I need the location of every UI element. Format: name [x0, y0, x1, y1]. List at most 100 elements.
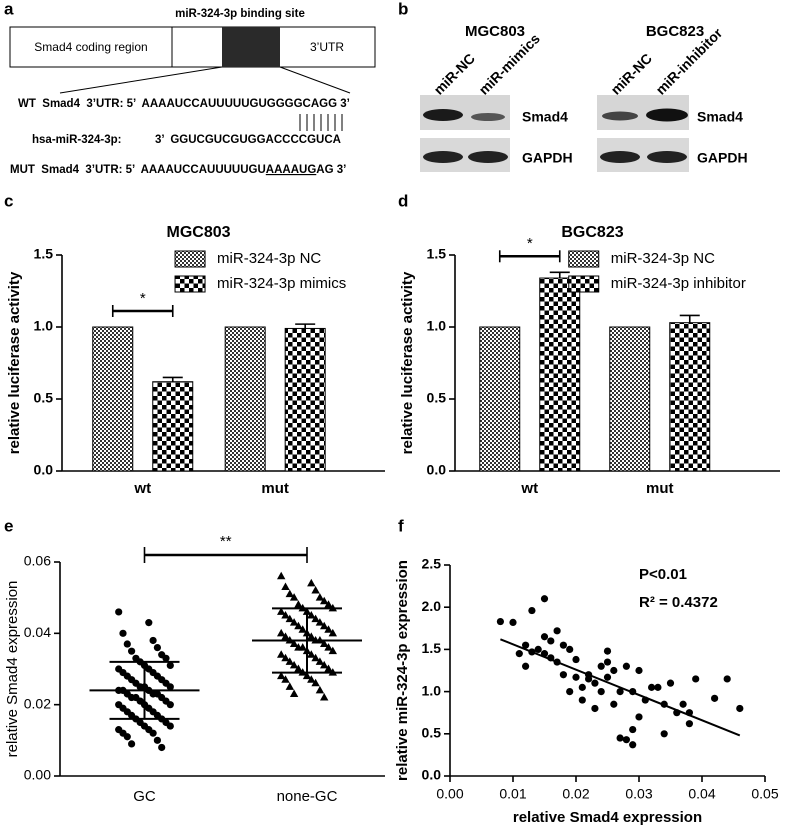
- wt-sequence: WT Smad4 3’UTR: 5’ AAAAUCCAUUUUUGUGGGGCA…: [18, 98, 350, 110]
- point: [307, 632, 316, 640]
- point: [622, 736, 631, 744]
- point: [281, 632, 290, 640]
- point: [289, 593, 299, 601]
- sig-label: **: [220, 533, 232, 550]
- point: [320, 639, 329, 648]
- point: [294, 664, 303, 672]
- band: [602, 111, 638, 121]
- point: [540, 595, 549, 603]
- pairing-bars: [299, 114, 343, 131]
- bar: [284, 327, 326, 472]
- band: [423, 151, 463, 163]
- point: [324, 600, 333, 608]
- point: [522, 641, 530, 649]
- mir-label: hsa-miR-324-3p:: [32, 134, 121, 146]
- y-tick-label: 1.5: [427, 246, 447, 262]
- point: [679, 700, 687, 708]
- point: [281, 611, 290, 619]
- point: [153, 736, 161, 744]
- point: [145, 619, 153, 627]
- point: [277, 571, 286, 580]
- point: [315, 593, 325, 601]
- point: [328, 646, 337, 655]
- point: [522, 662, 530, 670]
- lane-label: miR-NC: [607, 50, 655, 98]
- region-label: Smad4 coding region: [34, 40, 147, 54]
- lane-label: miR-NC: [430, 50, 478, 98]
- point: [320, 660, 329, 669]
- binding-site: [222, 27, 280, 67]
- x-tick-label: wt: [520, 480, 538, 497]
- mut-sequence: MUT Smad4 3’UTR: 5’ AAAAUCCAUUUUUGUAAAAU…: [10, 164, 346, 176]
- point: [597, 662, 605, 670]
- x-tick-label: 0.04: [688, 786, 715, 802]
- x-tick-label: wt: [133, 480, 151, 497]
- y-tick-label: 0.0: [427, 462, 447, 478]
- point: [540, 633, 549, 641]
- panel-label: a: [4, 0, 14, 18]
- legend-swatch: [174, 250, 206, 268]
- x-axis-label: relative Smad4 expression: [513, 809, 702, 826]
- point: [559, 671, 568, 679]
- point: [578, 696, 586, 704]
- point: [119, 629, 127, 637]
- point: [289, 639, 299, 648]
- y-tick-label: 1.5: [422, 640, 442, 656]
- y-tick-label: 0.02: [24, 695, 51, 711]
- point: [277, 607, 286, 615]
- point: [281, 675, 290, 683]
- point: [591, 679, 599, 687]
- panel-label: e: [4, 516, 13, 535]
- point: [277, 650, 286, 658]
- point: [149, 636, 157, 645]
- point: [298, 625, 307, 633]
- fit-line: [500, 638, 741, 737]
- lane-label: miR-mimics: [475, 30, 543, 98]
- chart-title: BGC823: [561, 224, 623, 241]
- point: [603, 673, 612, 681]
- legend-label: miR-324-3p mimics: [217, 275, 346, 292]
- y-tick-label: 1.0: [427, 318, 447, 334]
- y-tick-label: 0.00: [24, 767, 51, 783]
- point: [289, 689, 299, 697]
- point: [654, 683, 662, 691]
- point: [685, 720, 694, 728]
- point: [324, 625, 333, 633]
- annotation: P<0.01: [639, 566, 687, 583]
- point: [315, 657, 325, 665]
- bar: [479, 326, 521, 472]
- point: [635, 713, 643, 721]
- y-tick-label: 2.0: [422, 598, 442, 614]
- point: [572, 673, 580, 681]
- point: [320, 621, 329, 630]
- point: [285, 682, 294, 690]
- point: [123, 640, 131, 648]
- point: [294, 600, 303, 608]
- legend-label: miR-324-3p inhibitor: [611, 275, 746, 292]
- panel-b: MGC803 BGC823 miR-NC miR-mimics miR-NC m…: [420, 23, 748, 172]
- point: [166, 701, 174, 709]
- x-tick-label: 0.01: [499, 786, 526, 802]
- panel-label: b: [398, 0, 408, 18]
- point: [603, 658, 612, 666]
- bar: [152, 381, 194, 472]
- point: [289, 618, 299, 626]
- site-title: miR-324-3p binding site: [175, 8, 305, 20]
- point: [692, 675, 700, 683]
- x-tick-label: 0.02: [562, 786, 589, 802]
- point: [285, 657, 294, 665]
- annotation: R² = 0.4372: [639, 594, 718, 611]
- legend-swatch: [568, 275, 600, 293]
- chart-title: MGC803: [166, 224, 230, 241]
- point: [166, 661, 174, 670]
- sig-label: *: [140, 290, 146, 307]
- band: [647, 151, 687, 163]
- y-tick-label: 0.06: [24, 553, 51, 569]
- bar: [669, 322, 711, 472]
- point: [315, 685, 325, 694]
- point: [277, 628, 286, 637]
- point: [578, 683, 586, 691]
- point: [528, 606, 536, 615]
- legend-swatch: [174, 275, 206, 293]
- panel-label: d: [398, 191, 408, 210]
